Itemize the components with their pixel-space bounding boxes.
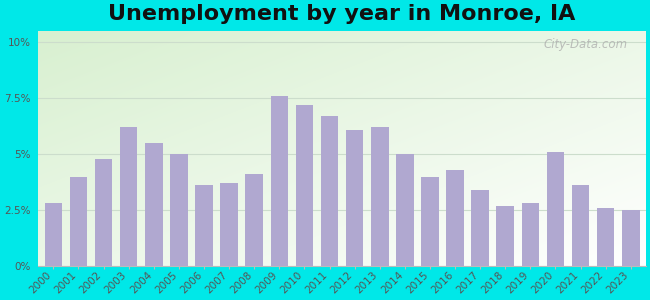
Bar — [145, 143, 162, 266]
Bar — [447, 170, 464, 266]
Bar — [45, 203, 62, 266]
Bar — [622, 210, 640, 266]
Bar — [547, 152, 564, 266]
Bar — [346, 130, 363, 266]
Bar — [521, 203, 539, 266]
Bar — [396, 154, 413, 266]
Bar — [246, 174, 263, 266]
Bar — [220, 183, 238, 266]
Bar — [597, 208, 614, 266]
Bar — [120, 128, 137, 266]
Bar — [371, 128, 389, 266]
Bar — [471, 190, 489, 266]
Bar — [572, 185, 590, 266]
Bar — [270, 96, 288, 266]
Bar — [320, 116, 338, 266]
Title: Unemployment by year in Monroe, IA: Unemployment by year in Monroe, IA — [109, 4, 576, 24]
Bar — [95, 159, 112, 266]
Bar — [296, 105, 313, 266]
Text: City-Data.com: City-Data.com — [543, 38, 628, 51]
Bar — [421, 176, 439, 266]
Bar — [497, 206, 514, 266]
Bar — [170, 154, 188, 266]
Bar — [195, 185, 213, 266]
Bar — [70, 176, 87, 266]
